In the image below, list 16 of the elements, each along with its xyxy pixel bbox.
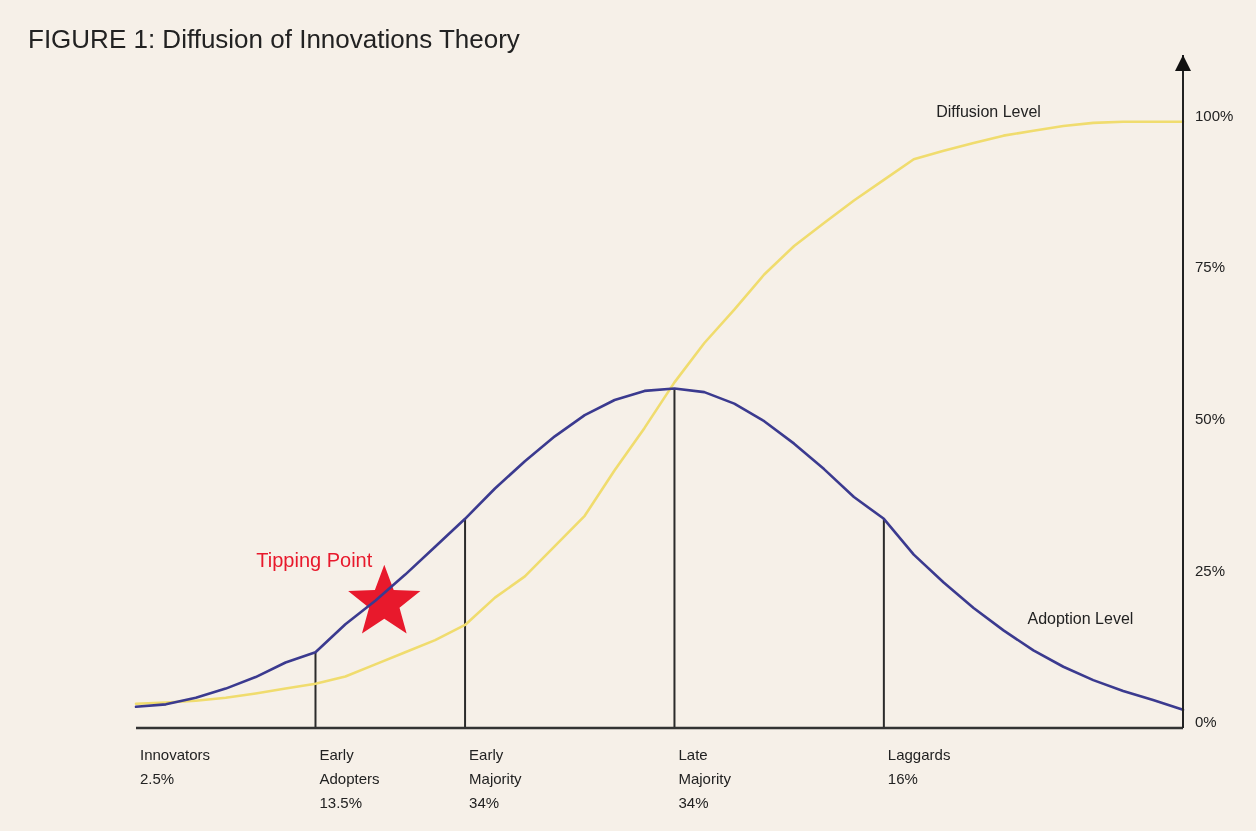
line-series xyxy=(134,120,1185,706)
y-tick-label: 100% xyxy=(1195,106,1234,124)
text: Late Majority 34% xyxy=(678,746,732,811)
annotation: Tipping Point xyxy=(256,548,373,571)
series-label: Diffusion Level xyxy=(936,103,1041,121)
chart-title: FIGURE 1: Diffusion of Innovations Theory xyxy=(28,24,520,54)
text: Laggards 16% xyxy=(887,746,951,787)
y-tick-label: 75% xyxy=(1195,258,1226,276)
y-tick-label: 50% xyxy=(1195,410,1226,428)
y-tick-label: 0% xyxy=(1195,713,1217,731)
text: Innovators 2.5% xyxy=(140,746,211,787)
series-label: Adoption Level xyxy=(1027,610,1134,628)
y-tick-label: 25% xyxy=(1195,561,1226,579)
text: Early Majority 34% xyxy=(469,746,523,811)
text: Early Adopters 13.5% xyxy=(319,746,380,811)
line-series xyxy=(134,387,1185,712)
